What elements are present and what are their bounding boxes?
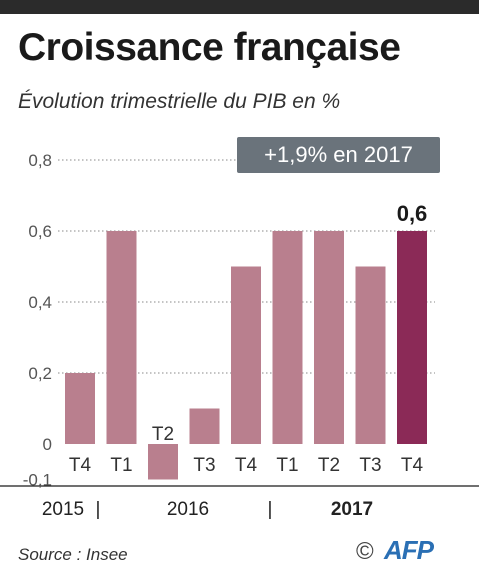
bar [314, 231, 344, 444]
year-label: 2016 [167, 499, 209, 520]
chart-subtitle: Évolution trimestrielle du PIB en % [18, 90, 341, 113]
bar [272, 231, 303, 444]
y-tick-label: 0,2 [28, 364, 52, 383]
year-label: 2015 [42, 499, 84, 520]
category-label: T4 [69, 455, 92, 476]
category-label: T3 [359, 455, 381, 476]
annual-growth-badge: +1,9% en 2017 [237, 137, 440, 173]
bar [355, 266, 386, 444]
labels: 0,8 0,6 0,4 0,2 0 -0,1 T4 T1 T2 T3 T4 T1 T2 T3 T4 0,6 20… [23, 151, 428, 520]
afp-logo: AFP [384, 535, 434, 565]
bar [65, 373, 95, 444]
highlight-value-label: 0,6 [397, 201, 428, 226]
y-tick-label: 0 [43, 435, 52, 454]
bar [397, 231, 427, 444]
chart-title: Croissance française [18, 26, 401, 69]
bars [65, 231, 427, 480]
y-tick-label: 0,8 [28, 151, 52, 170]
source-label: Source : Insee [18, 545, 128, 564]
y-tick-label: 0,6 [28, 222, 52, 241]
year-separator: | [268, 499, 273, 520]
y-tick-label: -0,1 [23, 471, 52, 490]
copyright-icon: © [356, 538, 374, 565]
year-label: 2017 [331, 499, 373, 520]
category-label: T3 [193, 455, 215, 476]
bar [231, 266, 261, 444]
bar [148, 444, 178, 480]
top-bar [0, 0, 479, 14]
bar [106, 231, 137, 444]
category-label: T4 [235, 455, 258, 476]
category-label: T1 [110, 455, 132, 476]
category-label: T1 [276, 455, 298, 476]
category-label: T4 [401, 455, 424, 476]
bar [189, 408, 220, 444]
y-tick-label: 0,4 [28, 293, 52, 312]
year-separator: | [96, 499, 101, 520]
category-label: T2 [318, 455, 340, 476]
category-label: T2 [152, 424, 174, 445]
